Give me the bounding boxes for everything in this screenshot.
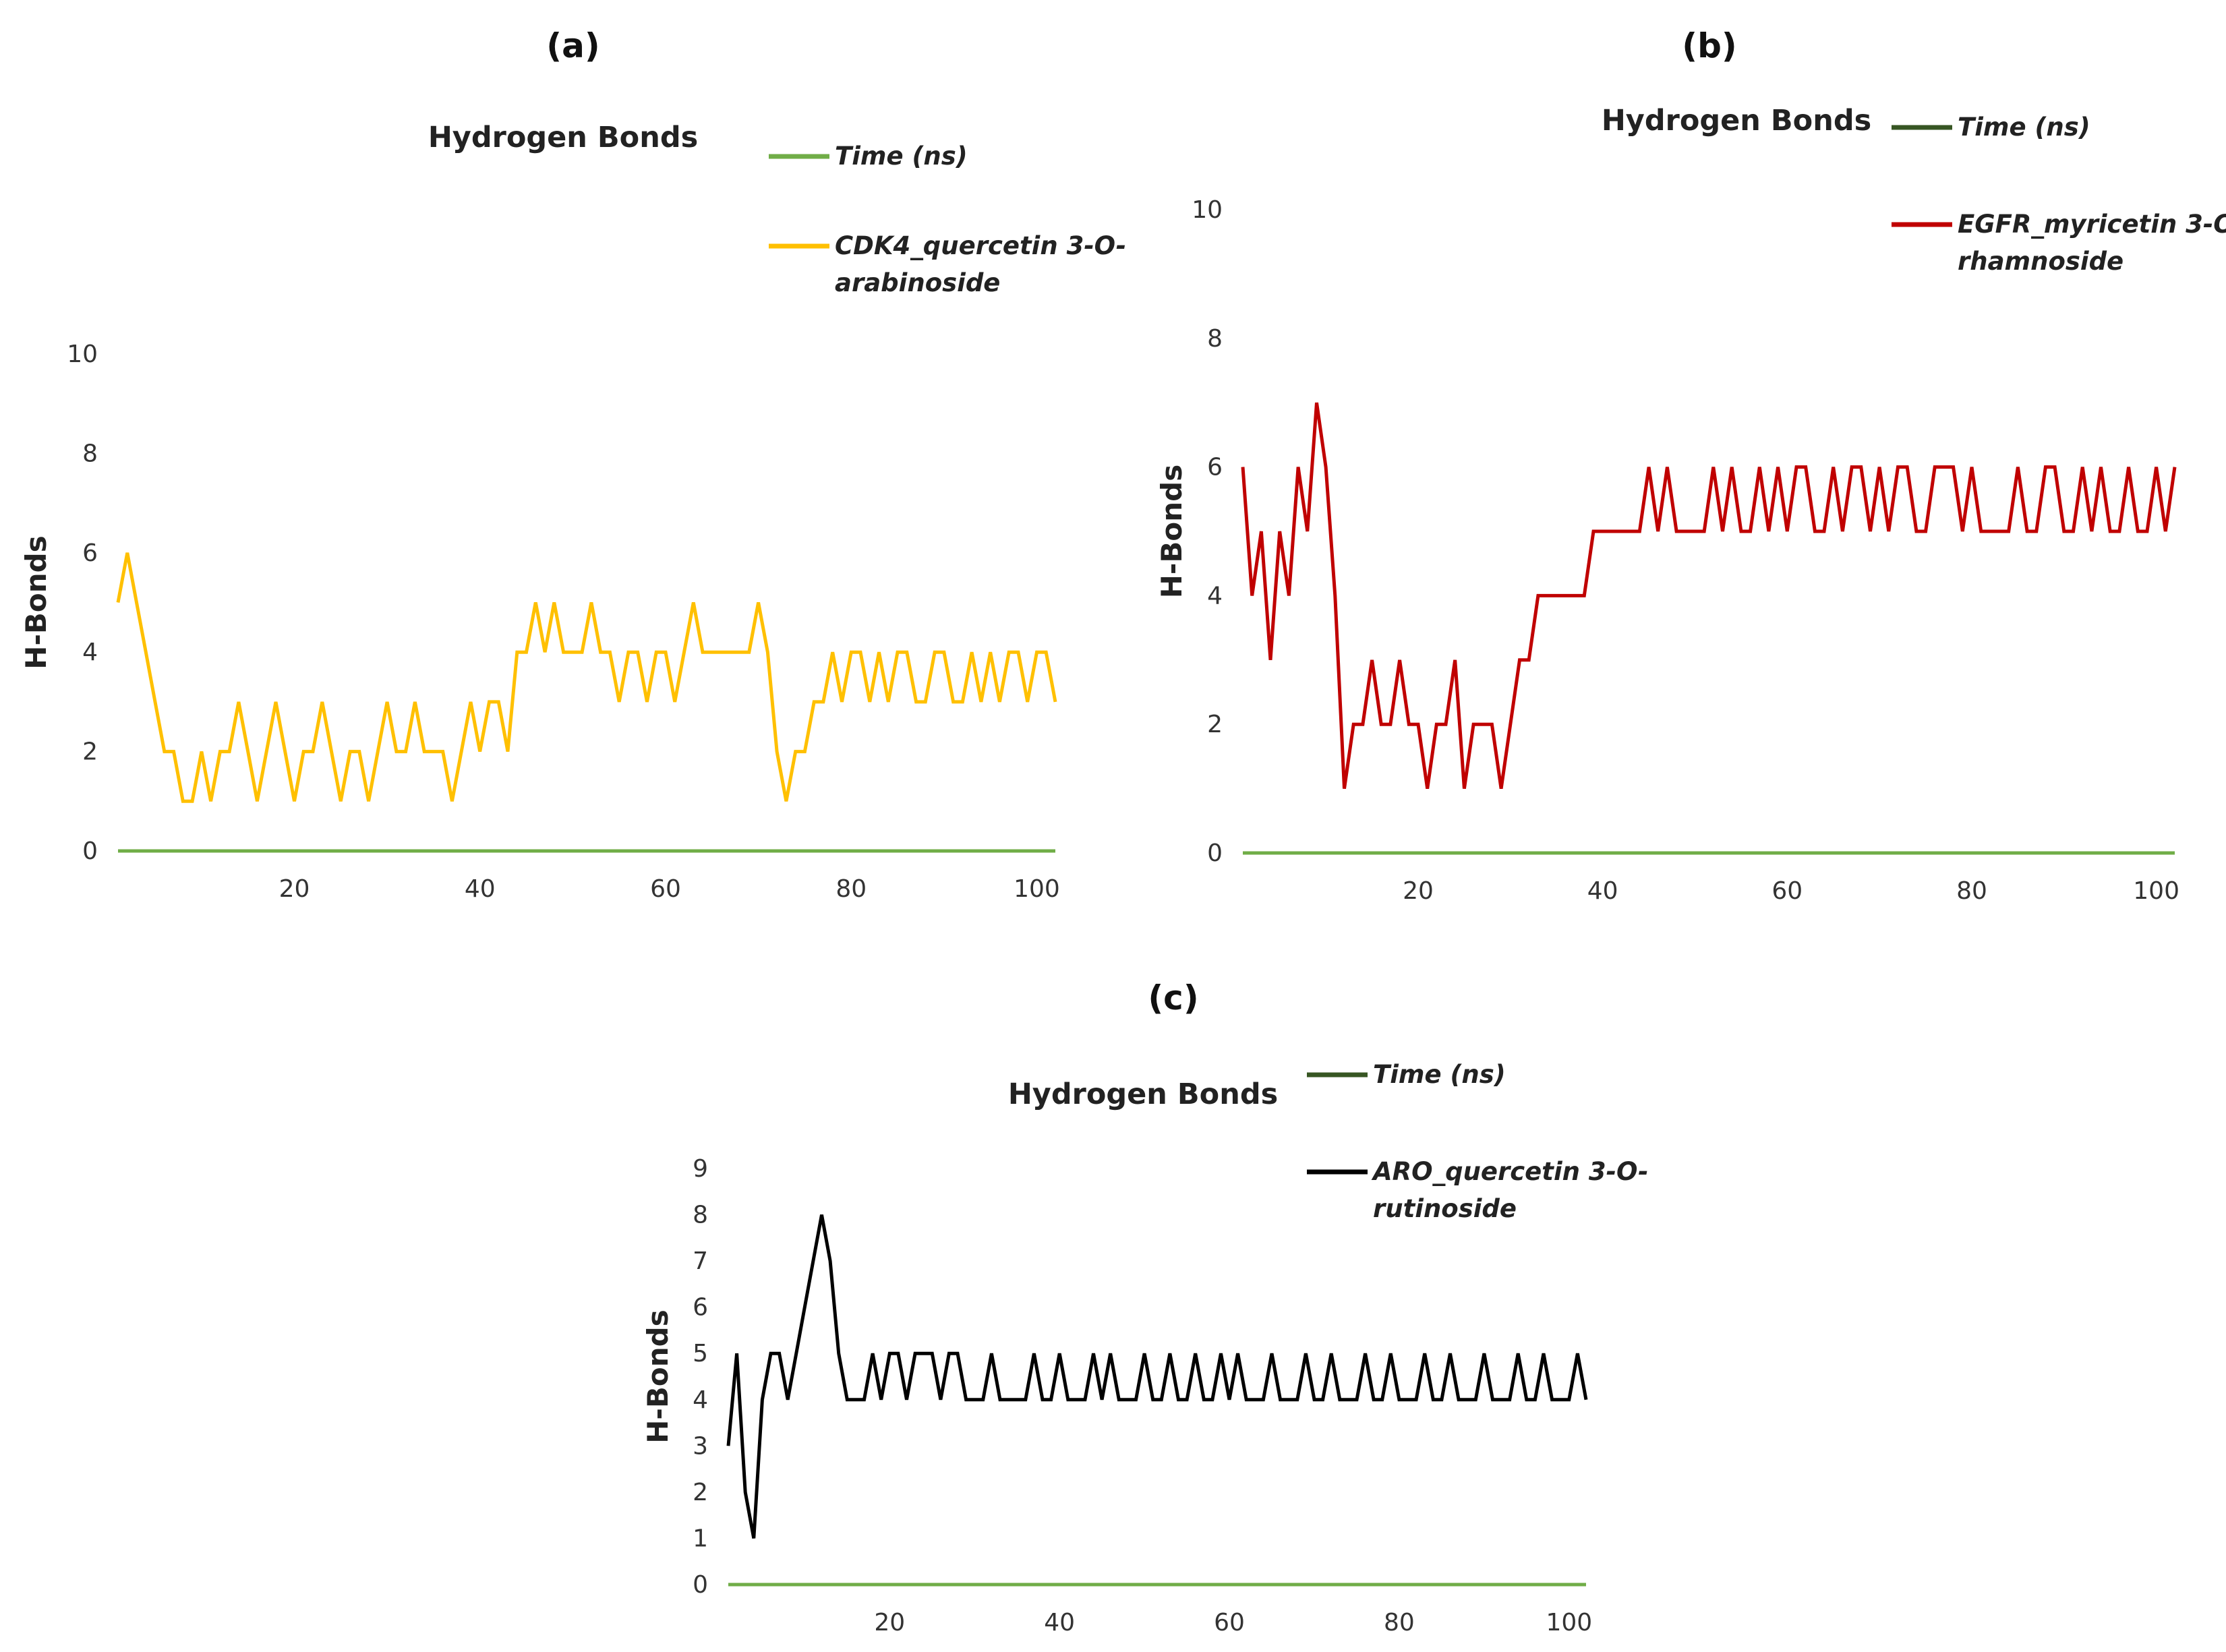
- x-tick-label: 40: [1044, 1609, 1075, 1636]
- chart-panel-1: (a) Hydrogen Bonds H-Bonds 0 2 4 6 8 10 20 40 60 80 1…: [20, 26, 1126, 903]
- y-tick-label: 8: [82, 440, 98, 467]
- y-tick-label: 3: [693, 1432, 708, 1460]
- chart-title: Hydrogen Bonds: [1008, 1078, 1278, 1111]
- series-line-hbonds: [1241, 402, 2177, 789]
- x-tick-label: 40: [1587, 877, 1618, 905]
- y-axis-label: H-Bonds: [1155, 465, 1188, 598]
- y-tick-label: 0: [82, 837, 98, 865]
- x-tick-label: 60: [650, 875, 681, 903]
- panel-label: (a): [546, 26, 599, 65]
- x-tick-label: 20: [279, 875, 310, 903]
- x-tick-label: 100: [1014, 875, 1060, 903]
- y-tick-label: 4: [82, 639, 98, 666]
- y-tick-label: 2: [693, 1479, 708, 1506]
- y-tick-label: 10: [67, 341, 98, 368]
- chart-title: Hydrogen Bonds: [1602, 104, 1871, 138]
- legend-label: Time (ns): [835, 142, 968, 171]
- panel-label: (c): [1148, 978, 1198, 1017]
- y-axis-label: H-Bonds: [641, 1309, 674, 1443]
- chart-title: Hydrogen Bonds: [428, 121, 698, 154]
- series-line-hbonds: [726, 1214, 1588, 1539]
- x-tick-label: 80: [836, 875, 867, 903]
- y-tick-label: 5: [693, 1340, 708, 1367]
- y-tick-label: 2: [1207, 711, 1223, 738]
- y-tick-label: 0: [693, 1571, 708, 1599]
- y-tick-label: 8: [1207, 325, 1223, 353]
- chart-panel-2: (b) Hydrogen Bonds H-Bonds 0 2 4 6 8 10 20 40 60 80 1…: [1155, 26, 2226, 905]
- legend-label: Time (ns): [1958, 113, 2090, 142]
- x-tick-label: 100: [2133, 877, 2179, 905]
- x-tick-label: 40: [465, 875, 496, 903]
- y-tick-label: 6: [693, 1294, 708, 1322]
- chart-panel-3: (c) Hydrogen Bonds H-Bonds 0 1 2 3 4 5 6 7 8 9 20 40 60…: [641, 978, 1648, 1636]
- y-tick-label: 10: [1192, 196, 1223, 224]
- series-line-hbonds: [116, 552, 1057, 803]
- x-tick-label: 80: [1956, 877, 1987, 905]
- x-tick-label: 20: [1403, 877, 1434, 905]
- y-axis-label: H-Bonds: [20, 535, 53, 669]
- x-tick-label: 60: [1771, 877, 1803, 905]
- legend-label: EGFR_myricetin 3-O-rhamnoside: [1958, 210, 2226, 276]
- legend-label: ARO_quercetin 3-O-rutinoside: [1371, 1157, 1648, 1223]
- y-tick-label: 2: [82, 738, 98, 766]
- y-tick-label: 6: [82, 539, 98, 567]
- legend-label: CDK4_quercetin 3-O-arabinoside: [835, 231, 1126, 297]
- y-tick-label: 4: [693, 1386, 708, 1414]
- y-tick-label: 0: [1207, 839, 1223, 867]
- y-tick-label: 4: [1207, 582, 1223, 610]
- x-tick-label: 80: [1384, 1609, 1415, 1636]
- y-tick-label: 7: [693, 1247, 708, 1275]
- x-tick-label: 20: [874, 1609, 905, 1636]
- panel-label: (b): [1682, 26, 1737, 65]
- x-tick-label: 100: [1546, 1609, 1592, 1636]
- x-tick-label: 60: [1214, 1609, 1245, 1636]
- y-tick-label: 8: [693, 1202, 708, 1229]
- legend-label: Time (ns): [1373, 1060, 1506, 1089]
- y-tick-label: 9: [693, 1155, 708, 1183]
- y-tick-label: 6: [1207, 454, 1223, 481]
- y-tick-label: 1: [693, 1525, 708, 1552]
